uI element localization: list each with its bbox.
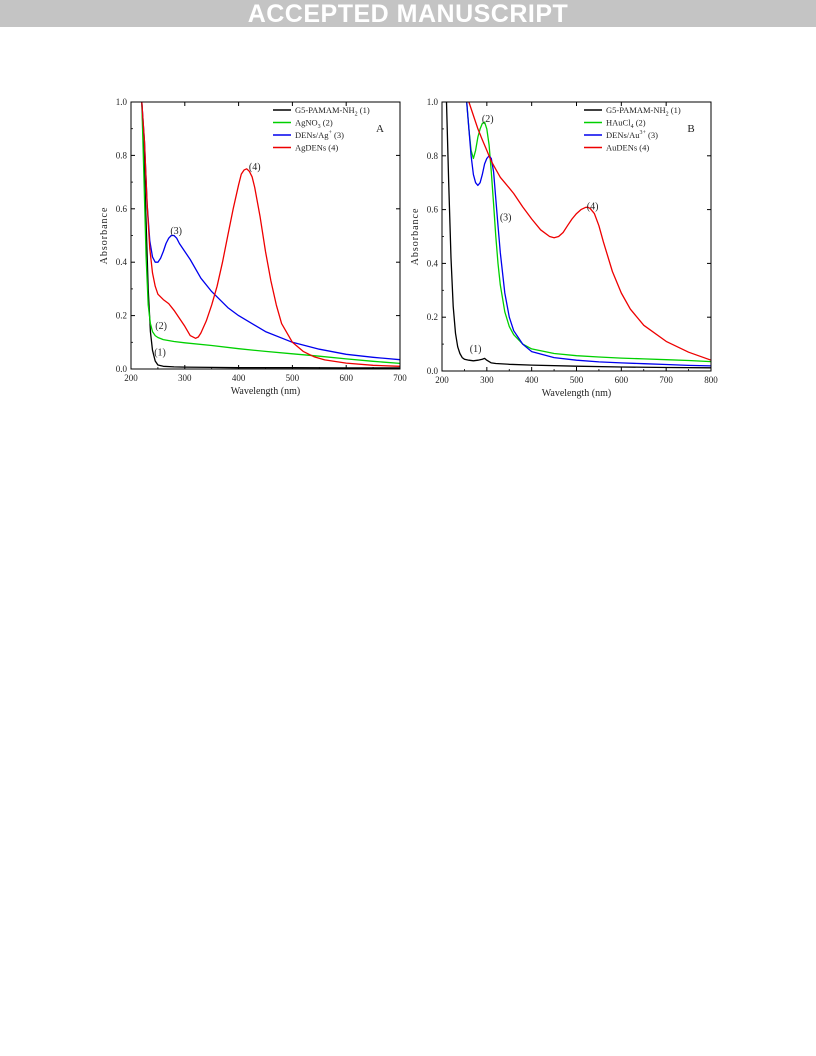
y-tick-label: 0.6 xyxy=(116,204,128,214)
x-tick-label: 600 xyxy=(615,375,629,385)
legend-subscript: 2 xyxy=(666,112,669,118)
legend-suffix: (2) xyxy=(634,118,646,128)
x-tick-label: 300 xyxy=(178,373,192,383)
legend-entry-3: DENs/Au3+ (3) xyxy=(606,130,658,140)
legend-entry-1: G5-PAMAM-NH2 (1) xyxy=(606,105,681,118)
x-tick-label: 500 xyxy=(570,375,584,385)
y-axis-label: Absorbance xyxy=(99,207,110,265)
x-tick-label: 200 xyxy=(124,373,138,383)
legend-entry-text: AgDENs (4) xyxy=(295,143,338,153)
series-line-1 xyxy=(445,102,711,369)
y-tick-label: 0.8 xyxy=(427,151,439,161)
y-tick-label: 1.0 xyxy=(116,97,128,107)
x-axis-label: Wavelength (nm) xyxy=(542,388,611,399)
series-lines xyxy=(445,102,711,369)
series-line-2 xyxy=(141,102,400,365)
y-tick-label: 0.4 xyxy=(427,258,439,268)
legend: G5-PAMAM-NH2 (1)AgNO3 (2)DENs/Ag+ (3)AgD… xyxy=(273,105,370,153)
curve-annotation: (4) xyxy=(587,202,599,213)
curve-annotation: (1) xyxy=(470,344,482,355)
x-tick-label: 600 xyxy=(339,373,353,383)
x-tick-label: 400 xyxy=(525,375,539,385)
x-tick-label: 300 xyxy=(480,375,494,385)
curve-annotation: (2) xyxy=(482,114,494,125)
x-tick-label: 500 xyxy=(286,373,300,383)
panel-label: B xyxy=(687,123,694,135)
legend: G5-PAMAM-NH2 (1)HAuCl4 (2)DENs/Au3+ (3)A… xyxy=(584,105,681,153)
legend-suffix: (3) xyxy=(646,130,658,140)
legend-entry-1: G5-PAMAM-NH2 (1) xyxy=(295,105,370,118)
legend-superscript: + xyxy=(329,130,333,136)
curve-annotation: (4) xyxy=(249,162,261,173)
legend-entry-4: AgDENs (4) xyxy=(295,143,338,153)
curve-annotation: (2) xyxy=(155,321,167,332)
curve-annotation: (1) xyxy=(154,348,166,359)
legend-suffix: (3) xyxy=(332,130,344,140)
series-line-4 xyxy=(141,102,400,367)
legend-entry-text: DENs/Ag xyxy=(295,130,329,140)
legend-subscript: 4 xyxy=(631,124,634,130)
legend-entry-text: HAuCl xyxy=(606,118,631,128)
curve-annotation: (3) xyxy=(500,212,512,223)
legend-entry-text: AgNO xyxy=(295,118,318,128)
y-tick-label: 0.2 xyxy=(427,312,438,322)
panel-label: A xyxy=(376,123,384,135)
series-line-4 xyxy=(468,102,711,361)
chart-panel-b: 200 300 400 500 600 700 800 0.0 0.2 0.4 0.6 0.8 1.0 W… xyxy=(410,97,718,399)
y-tick-label: 0.0 xyxy=(427,366,439,376)
y-tick-label: 1.0 xyxy=(427,97,439,107)
series-line-3 xyxy=(466,102,711,367)
legend-entry-4: AuDENs (4) xyxy=(606,143,649,153)
y-tick-label: 0.8 xyxy=(116,150,128,160)
y-tick-label: 0.0 xyxy=(116,364,128,374)
chart-panel-a: 200 300 400 500 600 700 0.0 0.2 0.4 0.6 0.8 1.0 Wave… xyxy=(99,97,407,397)
plot-frame xyxy=(441,101,712,372)
legend-entry-text: G5-PAMAM-NH xyxy=(295,105,355,115)
legend-subscript: 2 xyxy=(355,112,358,118)
legend-entry-text: AuDENs (4) xyxy=(606,143,649,153)
legend-suffix: (1) xyxy=(669,105,681,115)
curve-annotation: (3) xyxy=(170,226,182,237)
y-tick-label: 0.4 xyxy=(116,257,128,267)
series-line-2 xyxy=(466,102,711,363)
legend-entry-2: AgNO3 (2) xyxy=(295,118,333,131)
y-tick-label: 0.6 xyxy=(427,205,439,215)
y-axis-label: Absorbance xyxy=(410,208,421,266)
legend-subscript: 3 xyxy=(318,124,321,130)
legend-entry-2: HAuCl4 (2) xyxy=(606,118,646,131)
legend-entry-3: DENs/Ag+ (3) xyxy=(295,130,344,140)
x-tick-label: 700 xyxy=(659,375,673,385)
x-tick-label: 200 xyxy=(435,375,449,385)
legend-superscript: 3+ xyxy=(640,130,647,136)
legend-entry-text: G5-PAMAM-NH xyxy=(606,105,666,115)
y-tick-label: 0.2 xyxy=(116,311,127,321)
legend-entry-text: DENs/Au xyxy=(606,130,640,140)
x-tick-label: 800 xyxy=(704,375,718,385)
legend-suffix: (1) xyxy=(358,105,370,115)
x-tick-label: 400 xyxy=(232,373,246,383)
x-axis-label: Wavelength (nm) xyxy=(231,386,300,397)
x-tick-label: 700 xyxy=(393,373,407,383)
series-line-3 xyxy=(141,102,400,361)
accepted-manuscript-banner: ACCEPTED MANUSCRIPT xyxy=(0,0,816,28)
legend-suffix: (2) xyxy=(321,118,333,128)
